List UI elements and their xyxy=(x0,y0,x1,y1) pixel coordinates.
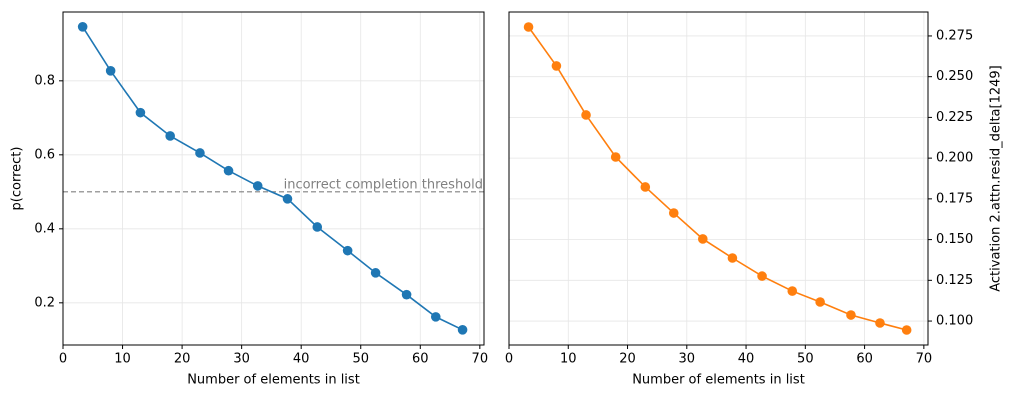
point xyxy=(875,318,885,328)
y-tick-label: 0.8 xyxy=(34,73,55,88)
x-tick-label: 70 xyxy=(916,352,933,367)
y-axis-label: Activation 2.attn.resid_delta[1249] xyxy=(989,65,1004,292)
series-line xyxy=(527,26,907,331)
point xyxy=(697,234,708,244)
y-tick-label: 0.125 xyxy=(936,273,973,288)
x-tick-label: 0 xyxy=(505,352,513,367)
y-tick-label: 0.6 xyxy=(34,147,55,162)
point xyxy=(901,325,912,335)
point xyxy=(223,165,234,176)
x-axis-label: Number of elements in list xyxy=(187,373,360,388)
point xyxy=(342,245,353,256)
y-tick-label: 0.2 xyxy=(34,295,55,310)
point xyxy=(815,297,825,307)
x-tick-label: 50 xyxy=(797,352,814,367)
point xyxy=(135,107,146,118)
point xyxy=(282,194,293,204)
y-tick-label: 0.250 xyxy=(936,69,973,84)
x-tick-label: 10 xyxy=(114,352,131,367)
point xyxy=(581,110,591,120)
point xyxy=(105,66,116,76)
point xyxy=(252,181,263,191)
y-tick-label: 0.275 xyxy=(936,28,973,43)
x-axis-label: Number of elements in list xyxy=(632,373,805,388)
y-axis-label: p(correct) xyxy=(10,147,25,211)
x-tick-label: 20 xyxy=(174,352,191,367)
point xyxy=(523,22,534,32)
y-tick-label: 0.200 xyxy=(936,151,973,166)
y-tick-label: 0.225 xyxy=(936,110,973,125)
point xyxy=(640,182,651,192)
point xyxy=(457,325,468,335)
series-line xyxy=(81,26,463,331)
point xyxy=(668,208,679,218)
point xyxy=(195,148,205,158)
x-tick-label: 20 xyxy=(619,352,636,367)
y-tick-label: 0.150 xyxy=(936,232,973,247)
axes-frame xyxy=(62,11,485,346)
x-tick-label: 50 xyxy=(352,352,369,367)
x-tick-label: 10 xyxy=(560,352,577,367)
point xyxy=(312,222,323,232)
x-tick-label: 30 xyxy=(679,352,696,367)
x-tick-label: 60 xyxy=(412,352,429,367)
threshold-label: incorrect completion threshold xyxy=(284,177,483,192)
x-tick-label: 40 xyxy=(738,352,755,367)
y-tick-label: 0.4 xyxy=(34,221,55,236)
point xyxy=(727,253,738,263)
point xyxy=(430,312,441,322)
point xyxy=(551,61,562,71)
y-tick-label: 0.175 xyxy=(936,191,973,206)
point xyxy=(165,131,175,141)
point xyxy=(610,152,621,162)
point xyxy=(401,289,412,300)
point xyxy=(787,286,798,296)
point xyxy=(370,268,381,278)
y-tick-label: 0.100 xyxy=(936,314,973,329)
x-tick-label: 30 xyxy=(233,352,250,367)
point xyxy=(846,310,856,320)
x-tick-label: 60 xyxy=(856,352,873,367)
x-tick-label: 70 xyxy=(472,352,489,367)
axes-frame xyxy=(508,11,929,346)
x-tick-label: 0 xyxy=(59,352,67,367)
x-tick-label: 40 xyxy=(293,352,310,367)
point xyxy=(757,271,767,281)
point xyxy=(77,22,88,32)
